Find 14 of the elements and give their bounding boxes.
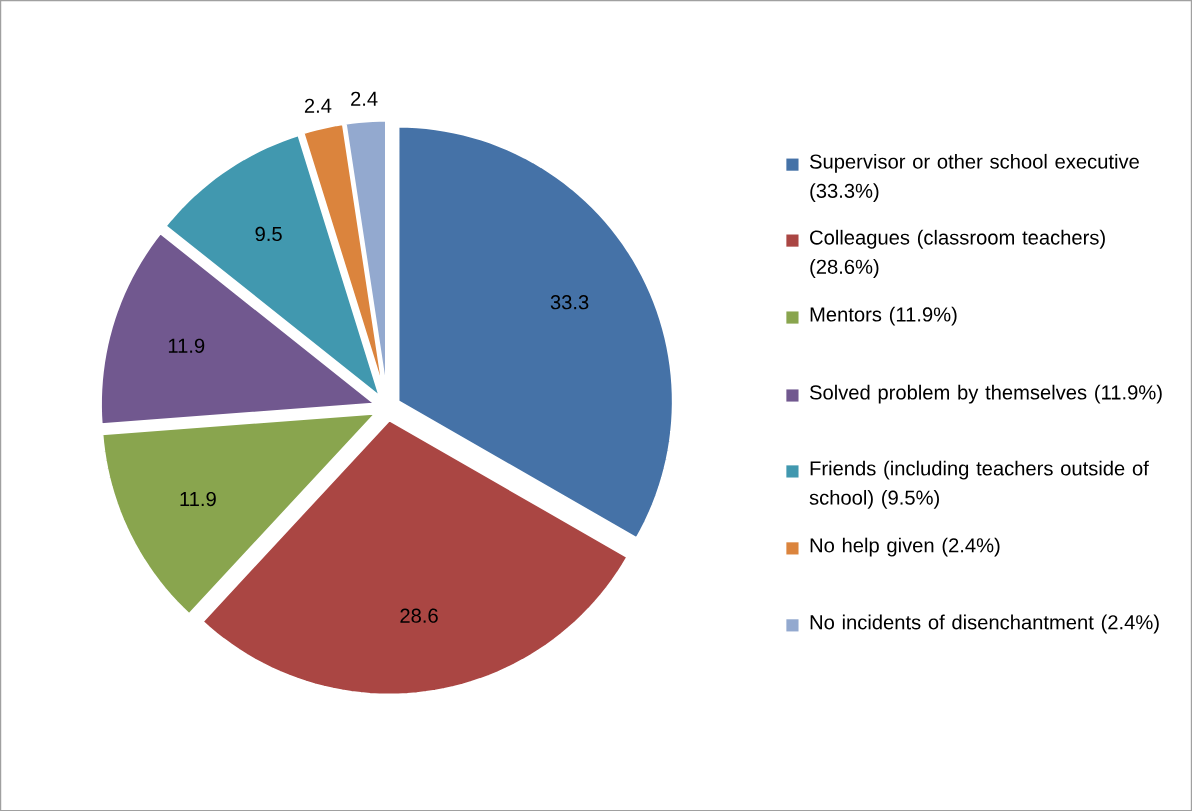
data-label: 28.6 (400, 608, 438, 623)
legend-label: No incidents of disenchantment (2.4%) (810, 614, 1159, 634)
data-label: 11.9 (180, 491, 216, 507)
legend-label: Supervisor or other school executive (33.3%) (809, 153, 1139, 202)
legend-label: Colleagues (classroom teachers) (28.6%) (810, 229, 1105, 278)
data-label: 2.4 (304, 98, 332, 113)
data-label: 11.9 (168, 338, 205, 353)
legend-label: Mentors (11.9%) (810, 306, 957, 326)
data-label: 33.3 (550, 294, 589, 310)
legend-label: Solved problem by themselves (11.9%) (809, 384, 1162, 404)
legend-label: Friends (including teachers outside of school) (9.5%) (809, 460, 1149, 509)
data-label: 9.5 (255, 226, 282, 241)
legend-label: No help given (2.4%) (810, 537, 1000, 557)
data-label: 2.4 (351, 91, 378, 106)
